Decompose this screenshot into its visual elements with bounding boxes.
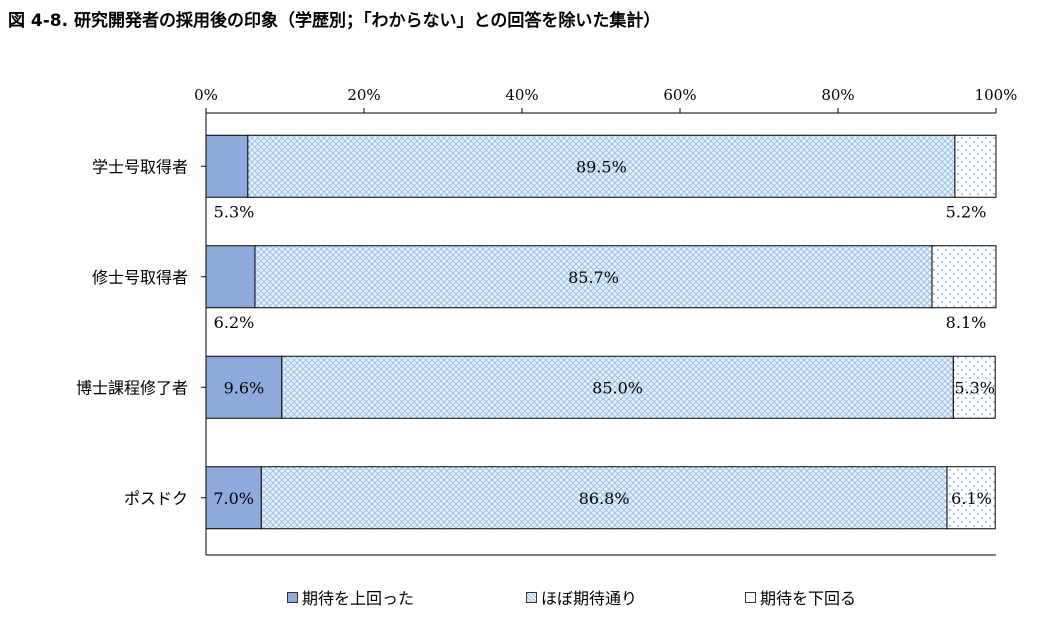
value-label: 89.5% — [576, 157, 627, 176]
x-tick-label: 40% — [505, 86, 538, 104]
bar-segment — [954, 134, 997, 198]
value-label: 5.3% — [214, 202, 255, 221]
x-tick-label: 80% — [821, 86, 854, 104]
value-label: 85.0% — [592, 378, 643, 397]
category-label: ポスドク — [124, 489, 188, 508]
value-label: 9.6% — [224, 378, 265, 397]
legend-item-as-expected: ほぼ期待通り — [526, 585, 637, 609]
category-label: 博士課程修了者 — [76, 378, 188, 397]
bar-segment — [205, 466, 262, 530]
legend: 期待を上回った ほぼ期待通り 期待を下回る — [0, 585, 1041, 609]
bar-segment — [247, 134, 956, 198]
stacked-bar-chart: 0% 20% 40% 60% 80% 100% 学士号取得者 5.3% 89.5% 5.2% 修士号… — [76, 86, 1018, 556]
legend-label: 期待を上回った — [302, 589, 415, 608]
value-label: 5.2% — [946, 202, 987, 221]
category-label: 修士号取得者 — [92, 268, 188, 287]
x-tick-label: 20% — [347, 86, 380, 104]
legend-label: 期待を下回る — [760, 589, 857, 608]
legend-item-exceeded: 期待を上回った — [287, 585, 414, 609]
category-label: 学士号取得者 — [92, 157, 188, 176]
bar-segment — [205, 134, 249, 198]
x-tick-label: 60% — [663, 86, 696, 104]
value-label: 7.0% — [213, 489, 254, 508]
bar-segment — [254, 245, 933, 309]
x-tick-label: 100% — [975, 86, 1018, 104]
legend-item-below: 期待を下回る — [745, 585, 856, 609]
x-tick-label: 0% — [194, 86, 218, 104]
value-label: 6.2% — [214, 313, 255, 332]
bar-segment — [205, 245, 256, 309]
legend-swatch-dots — [745, 591, 756, 603]
bar-segment — [931, 245, 997, 309]
bar-segment — [946, 466, 996, 530]
legend-swatch-solid — [287, 591, 298, 603]
bar-segment — [281, 355, 954, 419]
legend-label: ほぼ期待通り — [541, 589, 638, 608]
value-label: 6.1% — [951, 489, 992, 508]
value-label: 86.8% — [579, 489, 630, 508]
value-label: 5.3% — [954, 378, 995, 397]
bar-segment — [952, 355, 996, 419]
chart-title: 図 4-8. 研究開発者の採用後の印象（学歴別；「わからない」との回答を除いた集… — [8, 11, 661, 31]
bar-segment — [205, 355, 283, 419]
bar-segment — [260, 466, 948, 530]
value-label: 85.7% — [568, 268, 619, 287]
legend-swatch-crosshatch — [526, 591, 537, 603]
value-label: 8.1% — [946, 313, 987, 332]
